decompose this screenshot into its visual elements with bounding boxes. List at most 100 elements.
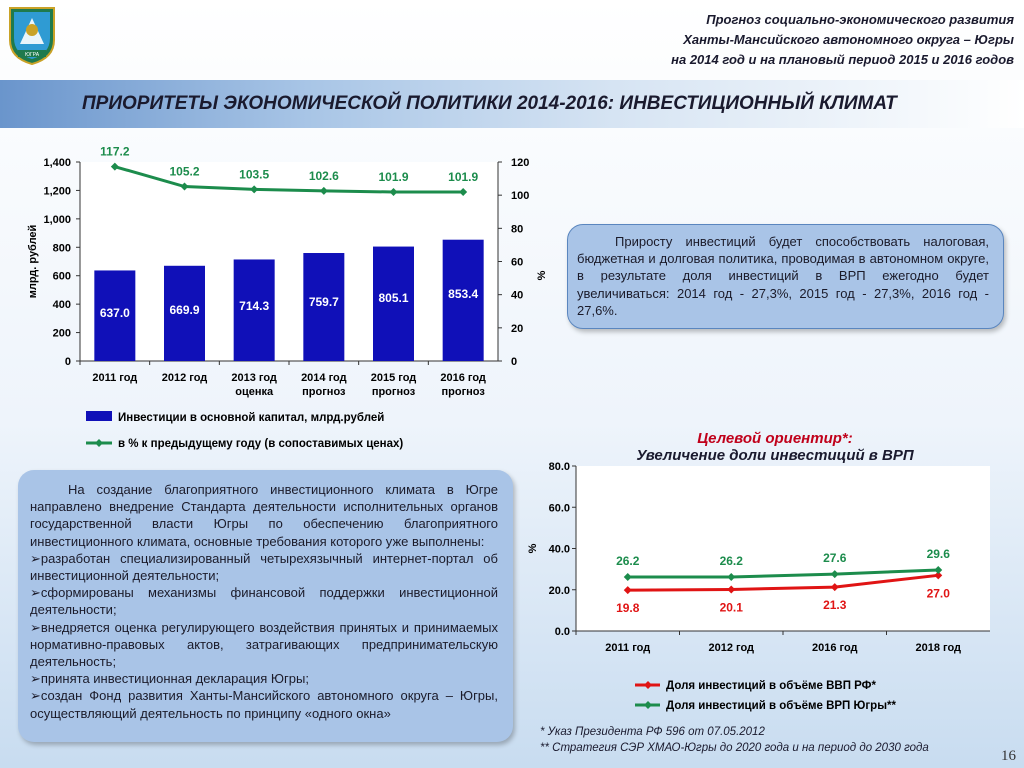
legend-line-marker: [95, 439, 103, 447]
x-tick-label: 2011 год: [92, 372, 137, 384]
legend-rf-marker: [644, 681, 652, 689]
x-tick-label: 2015 год: [371, 372, 417, 384]
bar-value-label: 669.9: [169, 303, 199, 317]
target-title-1: Целевой ориентир*:: [697, 430, 853, 447]
growth-line: [114, 165, 464, 194]
ugra-share-point: [934, 565, 943, 574]
plot-area: [576, 466, 990, 631]
y-tick-label: 40.0: [549, 544, 570, 556]
growth-point: [180, 182, 189, 191]
y-tick-label: 800: [53, 242, 71, 254]
y2-tick-label: 40: [511, 290, 523, 302]
x-tick-label: 2012 год: [708, 642, 754, 654]
bar: [303, 253, 345, 361]
ugra-share-value-label: 26.2: [616, 554, 640, 568]
y-tick-label: 1,400: [43, 157, 71, 169]
bar: [164, 265, 205, 361]
y-tick-label: 1,000: [43, 214, 71, 226]
growth-value-label: 103.5: [239, 167, 269, 181]
panel-bullet: ➢принята инвестиционная декларация Югры;: [30, 671, 309, 687]
bar-value-label: 805.1: [378, 291, 408, 305]
bar-value-label: 759.7: [309, 295, 339, 309]
legend-bar-label: Инвестиции в основной капитал, млрд.рубл…: [118, 412, 384, 424]
y2-tick-label: 120: [511, 157, 529, 169]
y-tick-label: 80.0: [549, 461, 570, 473]
rf-share-value-label: 21.3: [823, 598, 847, 612]
legend-ugra-marker: [644, 701, 652, 709]
bar-value-label: 853.4: [448, 287, 478, 301]
bar-value-label: 714.3: [239, 299, 269, 313]
climate-panel: [18, 470, 513, 742]
rf-share-point: [623, 586, 632, 595]
investment-share-line-chart: 0.0 20.0 40.0 60.0 80.0% 2011 год 2012 год 2016…: [527, 461, 990, 712]
x-tick-label: прогноз: [441, 386, 485, 398]
y2-tick-label: 100: [511, 190, 529, 202]
panel-bullet: ➢создан Фонд развития Ханты-Мансийского …: [30, 688, 498, 721]
x-tick-label: 2016 год: [440, 372, 486, 384]
x-tick-label: 2013 год: [231, 372, 277, 384]
y-tick-label: 0: [65, 356, 71, 368]
y-tick-label: 400: [53, 299, 71, 311]
rf-share-line: [627, 573, 939, 592]
ugra-share-value-label: 29.6: [927, 547, 951, 561]
coat-of-arms-icon: ЮГРА: [6, 4, 58, 66]
footnote-2: ** Стратегия СЭР ХМАО-Югры до 2020 года …: [540, 742, 929, 754]
x-tick-label: 2012 год: [162, 372, 208, 384]
x-tick-label: 2016 год: [812, 642, 858, 654]
page-number: 16: [1001, 748, 1016, 764]
y2-tick-label: 0: [511, 356, 517, 368]
rf-share-point: [934, 571, 943, 580]
y2-tick-label: 80: [511, 223, 523, 235]
growth-point: [110, 162, 119, 171]
title-banner: [0, 80, 1024, 128]
info-box: [567, 224, 1004, 329]
y-tick-label: 60.0: [549, 502, 570, 514]
emblem-label: ЮГРА: [25, 52, 40, 58]
growth-value-label: 101.9: [378, 170, 408, 184]
bar: [373, 246, 414, 361]
ugra-share-point: [623, 572, 632, 581]
ugra-share-value-label: 26.2: [720, 554, 744, 568]
legend-bar-swatch: [86, 411, 112, 421]
growth-point: [319, 186, 328, 195]
investment-bar-chart: 0 200 400 600 800 1,000 1,200 1,400 0 20 40 60 80 100…: [27, 145, 548, 450]
growth-point: [389, 188, 398, 197]
bar-value-label: 637.0: [100, 306, 130, 320]
y2-axis-label: %: [536, 270, 548, 280]
y-tick-label: 600: [53, 271, 71, 283]
footnote-1: * Указ Президента РФ 596 от 07.05.2012: [540, 726, 765, 738]
y-tick-label: 200: [53, 328, 71, 340]
y-tick-label: 20.0: [549, 585, 570, 597]
y-tick-label: 1,200: [43, 185, 71, 197]
panel-paragraph: На создание благоприятного инвестиционно…: [30, 482, 498, 549]
ugra-share-value-label: 27.6: [823, 551, 847, 565]
rf-share-value-label: 20.1: [720, 601, 744, 615]
rf-share-value-label: 27.0: [927, 586, 951, 600]
x-tick-label: оценка: [235, 386, 274, 398]
growth-value-label: 101.9: [448, 170, 478, 184]
header-line-2: Ханты-Мансийского автономного округа – Ю…: [683, 32, 1014, 47]
rf-share-value-label: 19.8: [616, 601, 640, 615]
plot-area: [80, 162, 498, 361]
y2-tick-label: 60: [511, 257, 523, 269]
climate-panel-text: На создание благоприятного инвестиционно…: [30, 481, 498, 722]
header-line-3: на 2014 год и на плановый период 2015 и …: [671, 52, 1014, 67]
rf-share-point: [830, 583, 839, 592]
x-tick-label: 2011 год: [605, 642, 650, 654]
panel-bullet: ➢сформированы механизмы финансовой подде…: [30, 585, 498, 618]
growth-value-label: 105.2: [169, 165, 199, 179]
rf-share-point: [727, 585, 736, 594]
bar: [233, 259, 275, 361]
ugra-share-point: [830, 570, 839, 579]
ugra-share-point: [727, 572, 736, 581]
legend-rf-label: Доля инвестиций в объёме ВВП РФ*: [666, 680, 876, 692]
x-tick-label: прогноз: [372, 386, 416, 398]
x-tick-label: 2018 год: [915, 642, 961, 654]
info-box-text: Приросту инвестиций будет способствовать…: [577, 234, 989, 318]
target-title-2: Увеличение доли инвестиций в ВРП: [636, 447, 914, 464]
y-axis-label: %: [527, 543, 539, 553]
growth-point: [459, 188, 468, 197]
bar: [442, 239, 484, 361]
page-title: ПРИОРИТЕТЫ ЭКОНОМИЧЕСКОЙ ПОЛИТИКИ 2014-2…: [82, 93, 897, 114]
legend-ugra-label: Доля инвестиций в объёме ВРП Югры**: [666, 700, 896, 712]
